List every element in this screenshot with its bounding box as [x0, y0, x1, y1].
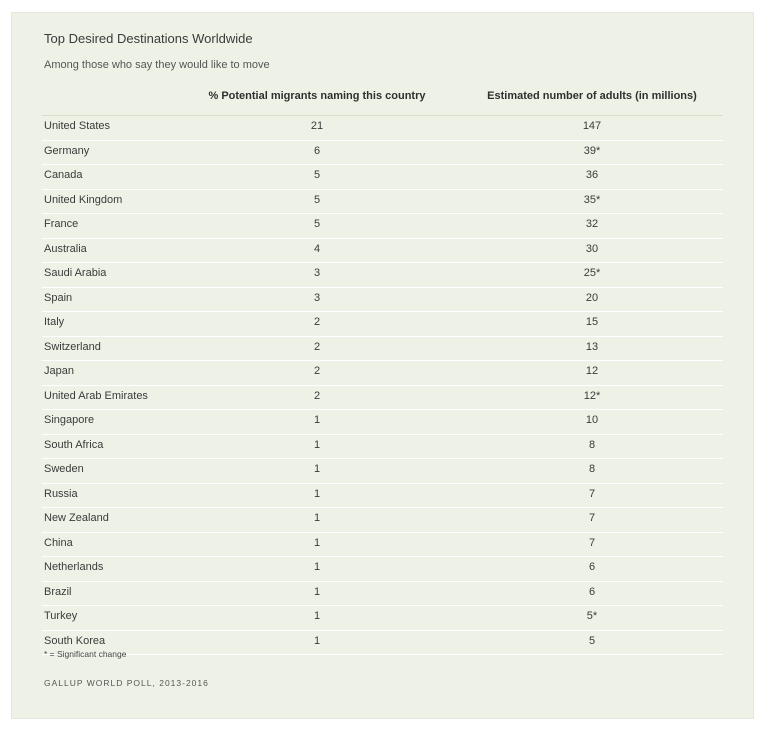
adults-cell: 12* — [583, 389, 601, 402]
country-cell: Germany — [44, 144, 90, 157]
table-row: Italy 2 15 — [42, 312, 723, 337]
country-cell: Italy — [44, 316, 65, 328]
percent-cell: 2 — [313, 365, 321, 377]
country-cell: Spain — [44, 291, 73, 304]
table-row: South Korea 1 5 — [42, 631, 723, 655]
country-cell: South Africa — [44, 438, 104, 451]
country-cell: Singapore — [44, 414, 95, 426]
column-header-adults: Estimated number of adults (in millions) — [487, 90, 697, 102]
percent-cell: 5 — [313, 218, 321, 230]
country-cell: Japan — [44, 365, 74, 377]
percent-cell: 4 — [313, 242, 321, 255]
percent-cell: 3 — [313, 267, 321, 279]
adults-cell: 5 — [588, 634, 596, 647]
adults-cell: 8 — [588, 438, 596, 451]
data-table: % Potential migrants naming this country… — [42, 87, 723, 655]
percent-cell: 2 — [313, 316, 321, 328]
country-cell: France — [44, 218, 79, 230]
table-row: France 5 32 — [42, 214, 723, 239]
table-row: Germany 6 39* — [42, 141, 723, 165]
adults-cell: 7 — [588, 487, 596, 500]
country-cell: United Kingdom — [44, 193, 123, 206]
table-row: Turkey 1 5* — [42, 606, 723, 631]
table-row: Sweden 1 8 — [42, 459, 723, 484]
adults-cell: 13 — [585, 340, 599, 353]
table-row: Spain 3 20 — [42, 288, 723, 312]
table-row: United States 21 147 — [42, 116, 723, 141]
percent-cell: 5 — [313, 169, 321, 181]
chart-subtitle: Among those who say they would like to m… — [44, 59, 270, 71]
table-row: Saudi Arabia 3 25* — [42, 263, 723, 288]
country-cell: Netherlands — [44, 561, 104, 573]
country-cell: Sweden — [44, 463, 84, 475]
percent-cell: 1 — [313, 585, 321, 598]
country-cell: New Zealand — [44, 512, 109, 524]
table-row: Brazil 1 6 — [42, 582, 723, 606]
percent-cell: 1 — [313, 610, 321, 622]
percent-cell: 1 — [313, 634, 321, 647]
table-row: Japan 2 12 — [42, 361, 723, 386]
table-row: Singapore 1 10 — [42, 410, 723, 435]
country-cell: Russia — [44, 487, 78, 500]
percent-cell: 21 — [310, 120, 324, 132]
adults-cell: 15 — [585, 316, 599, 328]
adults-cell: 12 — [585, 365, 599, 377]
percent-cell: 1 — [313, 463, 321, 475]
adults-cell: 5* — [586, 610, 598, 622]
country-cell: Switzerland — [44, 340, 101, 353]
percent-cell: 5 — [313, 193, 321, 206]
percent-cell: 1 — [313, 438, 321, 451]
adults-cell: 25* — [583, 267, 601, 279]
adults-cell: 6 — [588, 585, 596, 598]
country-cell: Brazil — [44, 585, 72, 598]
adults-cell: 10 — [585, 414, 599, 426]
table-body: United States 21 147 Germany 6 39* Canada 5 36 Un… — [42, 116, 723, 655]
country-cell: China — [44, 536, 73, 549]
percent-cell: 1 — [313, 561, 321, 573]
table-row: United Arab Emirates 2 12* — [42, 386, 723, 410]
country-cell: United Arab Emirates — [44, 389, 148, 402]
table-row: United Kingdom 5 35* — [42, 190, 723, 214]
adults-cell: 30 — [585, 242, 599, 255]
percent-cell: 1 — [313, 487, 321, 500]
percent-cell: 6 — [313, 144, 321, 157]
percent-cell: 1 — [313, 512, 321, 524]
table-row: Russia 1 7 — [42, 484, 723, 508]
percent-cell: 1 — [313, 536, 321, 549]
table-row: Switzerland 2 13 — [42, 337, 723, 361]
country-cell: Turkey — [44, 610, 78, 622]
adults-cell: 7 — [588, 536, 596, 549]
percent-cell: 3 — [313, 291, 321, 304]
adults-cell: 35* — [583, 193, 601, 206]
source-label: GALLUP WORLD POLL, 2013-2016 — [44, 678, 209, 688]
chart-card: Top Desired Destinations Worldwide Among… — [11, 12, 754, 719]
adults-cell: 32 — [585, 218, 599, 230]
column-header-percent: % Potential migrants naming this country — [208, 90, 426, 102]
adults-cell: 8 — [588, 463, 596, 475]
adults-cell: 36 — [585, 169, 599, 181]
country-cell: Saudi Arabia — [44, 267, 107, 279]
percent-cell: 2 — [313, 340, 321, 353]
country-cell: United States — [44, 120, 111, 132]
adults-cell: 6 — [588, 561, 596, 573]
table-row: Netherlands 1 6 — [42, 557, 723, 582]
table-row: Australia 4 30 — [42, 239, 723, 263]
adults-cell: 7 — [588, 512, 596, 524]
table-row: South Africa 1 8 — [42, 435, 723, 459]
table-row: China 1 7 — [42, 533, 723, 557]
chart-title: Top Desired Destinations Worldwide — [44, 31, 253, 46]
country-cell: South Korea — [44, 634, 106, 647]
country-cell: Canada — [44, 169, 83, 181]
percent-cell: 1 — [313, 414, 321, 426]
adults-cell: 39* — [583, 144, 601, 157]
adults-cell: 20 — [585, 291, 599, 304]
footnote: * = Significant change — [44, 649, 127, 659]
table-header: % Potential migrants naming this country… — [42, 87, 723, 116]
country-cell: Australia — [44, 242, 87, 255]
table-row: Canada 5 36 — [42, 165, 723, 190]
adults-cell: 147 — [582, 120, 602, 132]
table-row: New Zealand 1 7 — [42, 508, 723, 533]
percent-cell: 2 — [313, 389, 321, 402]
